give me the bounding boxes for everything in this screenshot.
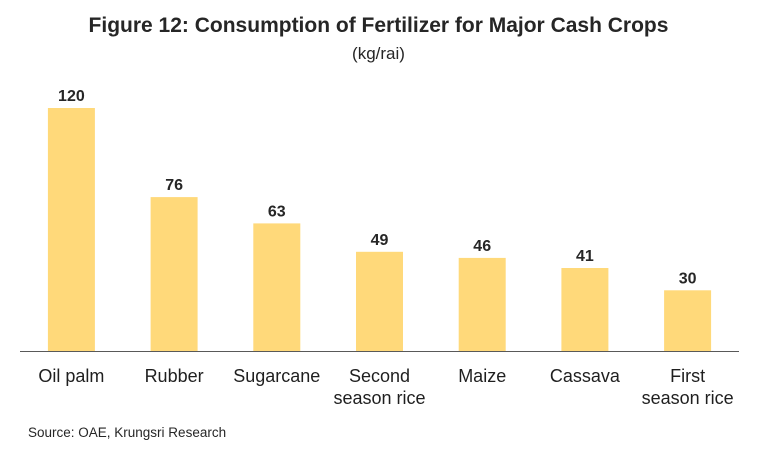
- bar: [664, 290, 712, 352]
- category-label: Maize: [458, 366, 506, 386]
- source-note: Source: OAE, Krungsri Research: [28, 425, 227, 440]
- category-label: season rice: [333, 388, 425, 408]
- data-label: 120: [58, 88, 85, 105]
- bar: [356, 251, 403, 351]
- value-labels-layer: 120 76 63 49 46 41 30: [58, 88, 697, 287]
- category-label: Rubber: [145, 366, 204, 386]
- category-label: Sugarcane: [233, 366, 320, 386]
- data-label: 49: [371, 232, 389, 249]
- category-label: First: [670, 366, 705, 386]
- category-label: Second: [349, 366, 410, 386]
- bar: [458, 257, 506, 351]
- category-label: season rice: [642, 388, 734, 408]
- bar: [47, 108, 95, 351]
- data-label: 46: [473, 238, 491, 255]
- category-label: Oil palm: [38, 366, 104, 386]
- chart-subtitle: (kg/rai): [352, 44, 405, 63]
- bar: [150, 197, 198, 351]
- bar: [561, 268, 609, 351]
- data-label: 63: [268, 203, 286, 220]
- bars-layer: [47, 108, 712, 352]
- data-label: 30: [679, 270, 697, 287]
- bar: [253, 223, 301, 351]
- category-label: Cassava: [550, 366, 621, 386]
- chart-title: Figure 12: Consumption of Fertilizer for…: [88, 14, 669, 37]
- data-label: 76: [165, 177, 183, 194]
- data-label: 41: [576, 248, 594, 265]
